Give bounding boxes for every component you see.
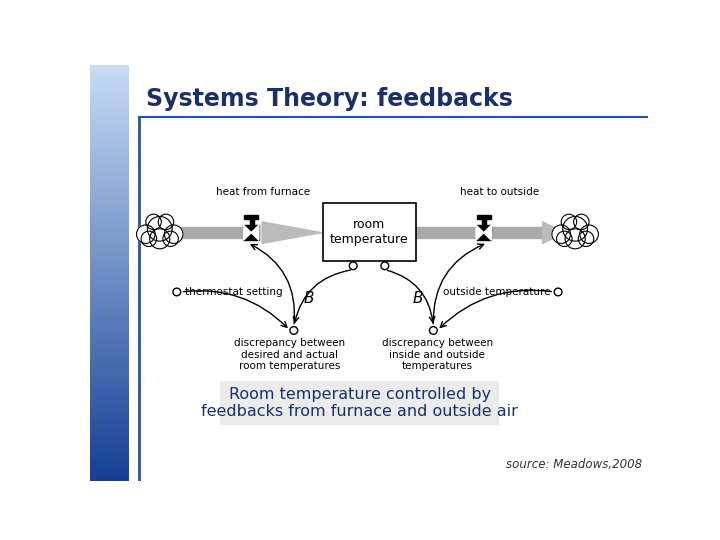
Polygon shape (262, 222, 322, 244)
Circle shape (158, 214, 174, 230)
Circle shape (552, 225, 570, 244)
Circle shape (145, 214, 161, 230)
Circle shape (561, 214, 577, 230)
Circle shape (557, 231, 572, 247)
Text: heat to outside: heat to outside (459, 187, 539, 197)
Text: source: Meadows,2008: source: Meadows,2008 (505, 458, 642, 471)
Text: heat from furnace: heat from furnace (216, 187, 310, 197)
Polygon shape (543, 222, 565, 244)
Bar (243, 225, 259, 240)
Bar (415, 227, 554, 238)
Circle shape (381, 262, 389, 269)
Bar (482, 217, 486, 226)
Circle shape (429, 327, 437, 334)
Circle shape (137, 225, 155, 244)
Circle shape (578, 231, 594, 247)
Circle shape (290, 327, 297, 334)
Circle shape (141, 231, 157, 247)
Text: B: B (413, 291, 423, 306)
Text: outside temperature: outside temperature (443, 287, 550, 297)
Text: thermostat setting: thermostat setting (184, 287, 282, 297)
Bar (250, 217, 253, 226)
Text: room
temperature: room temperature (330, 218, 408, 246)
Circle shape (574, 214, 589, 230)
Text: B: B (304, 291, 315, 306)
Circle shape (148, 217, 172, 241)
Bar (476, 225, 492, 240)
Circle shape (349, 262, 357, 269)
Polygon shape (476, 225, 484, 240)
Bar (220, 381, 499, 425)
Text: Room temperature controlled by
feedbacks from furnace and outside air: Room temperature controlled by feedbacks… (202, 387, 518, 419)
Circle shape (163, 231, 179, 247)
Circle shape (164, 225, 183, 244)
Bar (181, 227, 251, 238)
Circle shape (580, 225, 598, 244)
Text: discrepancy between
desired and actual
room temperatures: discrepancy between desired and actual r… (235, 338, 346, 372)
Polygon shape (243, 225, 251, 240)
Text: discrepancy between
inside and outside
temperatures: discrepancy between inside and outside t… (382, 338, 492, 372)
Circle shape (563, 217, 588, 241)
Circle shape (565, 229, 585, 249)
Circle shape (173, 288, 181, 296)
Polygon shape (251, 225, 259, 240)
Bar (323, 204, 415, 261)
Bar (244, 215, 258, 219)
Polygon shape (484, 225, 492, 240)
Bar (477, 215, 490, 219)
Text: Systems Theory: feedbacks: Systems Theory: feedbacks (145, 87, 513, 111)
Circle shape (150, 229, 170, 249)
Circle shape (554, 288, 562, 296)
